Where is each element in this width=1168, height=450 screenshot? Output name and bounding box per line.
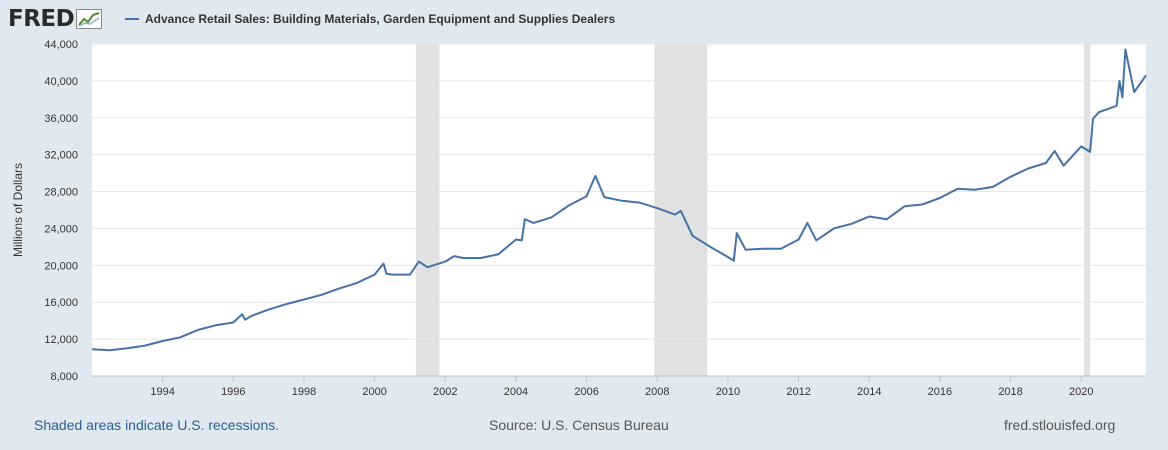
- y-tick-label: 8,000: [50, 371, 78, 383]
- recession-note[interactable]: Shaded areas indicate U.S. recessions.: [34, 417, 280, 433]
- source-note: Source: U.S. Census Bureau: [489, 417, 669, 433]
- x-tick-label: 1998: [292, 386, 316, 398]
- y-tick-label: 28,000: [44, 187, 78, 199]
- y-axis-ticks: 8,000 12,000 16,000 20,000 24,000 28,000 32,00…: [44, 39, 78, 383]
- x-tick-label: 2000: [362, 386, 386, 398]
- y-tick-label: 20,000: [44, 260, 78, 272]
- x-tick-label: 2008: [645, 386, 669, 398]
- x-tick-label: 2010: [716, 386, 740, 398]
- x-axis-ticks: 1994 1996 1998 2000 2002 2004 2006 2008 2010 2012…: [150, 376, 1093, 398]
- y-tick-label: 12,000: [44, 334, 78, 346]
- x-tick-label: 2014: [857, 386, 881, 398]
- x-tick-label: 2020: [1069, 386, 1093, 398]
- y-tick-label: 36,000: [44, 113, 78, 125]
- y-tick-label: 40,000: [44, 76, 78, 88]
- recession-band: [415, 44, 440, 376]
- legend-series-title[interactable]: Advance Retail Sales: Building Materials…: [145, 12, 616, 26]
- site-url[interactable]: fred.stlouisfed.org: [1004, 417, 1116, 433]
- recession-band: [1084, 44, 1091, 376]
- legend-line-swatch: [125, 18, 139, 20]
- chart-line-icon: [76, 9, 103, 29]
- x-tick-label: 1994: [150, 386, 174, 398]
- chart-legend: Advance Retail Sales: Building Materials…: [125, 12, 615, 26]
- grid-lines: [92, 43, 1146, 377]
- x-tick-label: 2018: [998, 386, 1022, 398]
- x-tick-label: 2016: [928, 386, 952, 398]
- y-tick-label: 32,000: [44, 150, 78, 162]
- logo-text: FRED: [8, 6, 75, 32]
- x-tick-label: 1996: [221, 386, 245, 398]
- y-tick-label: 44,000: [44, 39, 78, 51]
- plot-area: [92, 44, 1146, 376]
- x-tick-label: 2002: [433, 386, 457, 398]
- x-tick-label: 2006: [574, 386, 598, 398]
- x-tick-label: 2012: [786, 386, 810, 398]
- fred-logo[interactable]: FRED: [8, 6, 103, 32]
- x-tick-label: 2004: [504, 386, 528, 398]
- y-tick-label: 16,000: [44, 297, 78, 309]
- series-line: [91, 48, 1147, 352]
- y-tick-label: 24,000: [44, 223, 78, 235]
- y-axis-label: Millions of Dollars: [11, 163, 25, 257]
